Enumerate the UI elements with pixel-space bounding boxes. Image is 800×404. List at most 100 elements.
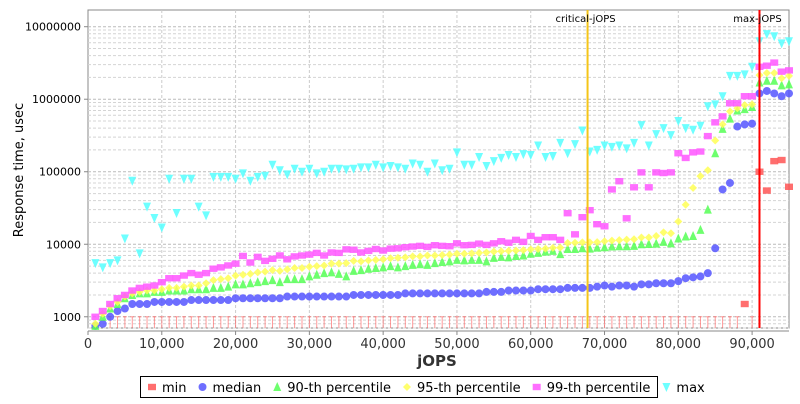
data-point [379,255,388,264]
legend-label: 95-th percentile [417,381,521,396]
data-point [630,240,639,250]
data-point [733,100,742,107]
data-point [482,256,491,266]
data-point [644,233,653,242]
data-point [401,289,410,298]
series-min [108,156,793,328]
data-point [563,283,572,292]
data-point [526,151,535,161]
data-point [268,160,277,170]
data-point [172,297,181,306]
data-point [342,271,351,281]
data-point [696,272,705,281]
data-point [120,234,129,244]
data-point [467,241,476,249]
data-point [386,254,395,263]
data-point [762,68,771,77]
data-point [666,131,675,141]
reference-lines: critical-jOPS max-jOPS [555,10,782,328]
data-point [416,242,425,250]
x-tick-label: 80,000 [656,337,702,352]
data-point [445,256,454,266]
data-point [408,252,417,261]
data-point [637,169,646,176]
data-point [725,107,734,116]
data-point [91,259,100,269]
series-90-th-percentile [91,75,793,330]
data-point [748,62,757,72]
data-point [246,259,255,266]
data-point [187,174,196,184]
data-point [401,261,410,271]
data-point [275,294,284,303]
data-point [689,149,698,156]
y-tick-label: 1000000 [32,93,81,106]
data-point [696,121,705,131]
data-point [666,229,675,238]
data-point [113,307,122,316]
legend-swatch [662,383,671,392]
data-point [268,294,277,303]
data-point [106,312,115,321]
data-point [275,277,284,287]
data-point [777,68,786,75]
data-point [342,259,351,268]
x-tick-label: 30,000 [287,337,333,352]
y-tick-label: 10000000 [25,21,81,34]
series-median [91,86,793,330]
data-point [659,124,668,134]
data-point [770,157,779,165]
reference-line-label: critical-jOPS [555,14,615,25]
data-point [703,132,712,140]
data-point [748,93,757,100]
data-point [408,159,417,169]
data-point [194,271,203,278]
data-point [762,75,771,85]
data-point [489,252,498,262]
data-point [349,290,358,299]
data-point [283,170,292,180]
data-point [438,166,447,176]
data-point [312,249,321,257]
data-point [593,242,602,252]
data-point [770,89,779,98]
data-point [696,172,705,181]
data-point [681,200,690,209]
data-point [666,279,675,288]
data-point [202,269,211,277]
data-point [401,164,410,174]
data-point [246,294,255,303]
data-point [327,164,336,174]
data-point [593,145,602,155]
data-point [283,256,292,263]
data-point [785,67,793,74]
data-point [711,244,720,253]
legend-swatch [273,382,282,391]
data-point [615,281,624,290]
data-point [637,233,646,242]
data-point [334,259,343,268]
data-point [275,266,284,275]
data-point [674,217,683,226]
y-tick-label: 1000 [53,311,81,324]
data-point [497,287,506,296]
data-point [785,71,793,80]
data-point [172,208,181,218]
data-point [674,150,683,157]
data-point [379,262,388,272]
y-tick-label: 10000 [46,238,81,251]
data-point [519,246,528,255]
x-tick-label: 20,000 [213,337,259,352]
data-point [261,276,270,286]
data-point [342,165,351,175]
data-point [349,246,358,253]
data-point [194,296,203,305]
data-point [246,176,255,186]
data-point [334,164,343,174]
data-point [290,253,299,260]
data-point [460,249,469,258]
data-point [408,289,417,298]
data-point [209,265,218,272]
legend-swatch [198,383,207,391]
